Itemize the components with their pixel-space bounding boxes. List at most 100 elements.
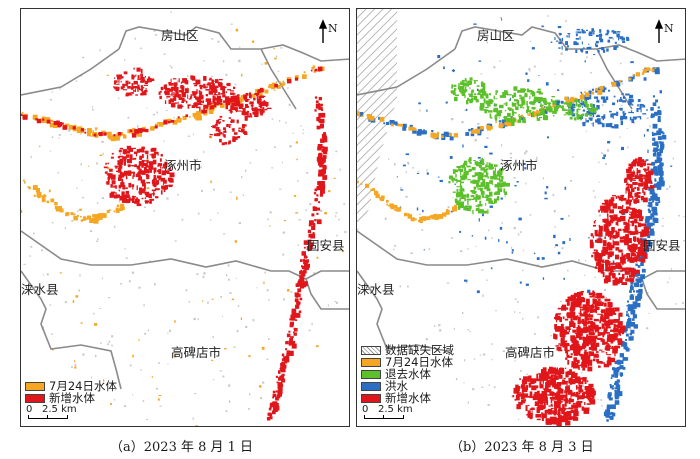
water-patch [432, 134, 438, 139]
water-patch [262, 381, 265, 384]
water-patch [570, 392, 575, 397]
water-patch [301, 272, 306, 277]
water-patch [93, 312, 95, 315]
water-patch [170, 174, 174, 176]
water-patch [607, 354, 612, 356]
water-patch [524, 167, 527, 170]
water-patch [152, 155, 155, 159]
water-patch [630, 281, 634, 285]
water-patch [473, 129, 477, 133]
water-patch [607, 149, 609, 152]
water-patch [606, 48, 609, 52]
water-patch [67, 123, 70, 126]
water-patch [620, 375, 623, 377]
water-patch [287, 87, 289, 89]
water-patch [497, 182, 501, 187]
water-patch [573, 362, 579, 369]
water-patch [458, 87, 461, 92]
water-patch [625, 278, 631, 282]
water-patch [513, 177, 516, 179]
water-patch [589, 114, 593, 117]
water-patch [511, 121, 515, 126]
water-patch [614, 307, 620, 312]
water-patch [533, 393, 537, 396]
water-patch [567, 113, 571, 116]
water-patch [635, 252, 638, 254]
water-patch [536, 118, 541, 121]
water-patch [58, 206, 62, 210]
water-patch [605, 297, 608, 300]
water-patch [616, 217, 621, 222]
water-patch [155, 387, 158, 390]
water-patch [73, 215, 78, 221]
water-patch [102, 152, 104, 155]
water-patch [594, 347, 597, 350]
water-patch [526, 101, 528, 106]
water-patch [525, 182, 527, 185]
water-patch [207, 301, 209, 304]
water-patch [602, 49, 605, 53]
water-patch [386, 203, 388, 206]
water-patch [88, 165, 89, 167]
water-patch [629, 184, 633, 189]
water-patch [614, 390, 616, 392]
water-patch [222, 375, 225, 378]
water-patch [262, 101, 267, 105]
water-patch [576, 392, 581, 395]
legend-item: 新增水体 [361, 391, 454, 405]
water-patch [273, 48, 275, 50]
water-patch [279, 367, 282, 370]
water-patch [640, 223, 647, 227]
water-patch [275, 81, 278, 84]
water-patch [30, 155, 32, 159]
water-patch [76, 187, 78, 189]
water-patch [158, 395, 162, 396]
water-patch [554, 334, 558, 340]
water-patch [588, 292, 593, 296]
water-patch [272, 393, 276, 398]
water-patch [487, 404, 490, 406]
water-patch [638, 231, 644, 234]
water-patch [510, 97, 512, 101]
water-patch [243, 124, 247, 127]
water-patch [289, 338, 293, 342]
water-patch [117, 168, 122, 173]
water-patch [21, 210, 23, 213]
water-patch [461, 79, 465, 82]
water-patch [604, 49, 606, 53]
water-patch [625, 188, 627, 194]
water-patch [139, 187, 143, 191]
water-patch [107, 167, 110, 170]
water-patch [657, 106, 660, 109]
water-patch [314, 219, 317, 222]
water-patch [144, 197, 146, 200]
water-patch [216, 119, 220, 124]
water-patch [512, 94, 514, 99]
water-patch [203, 111, 208, 116]
water-patch [316, 219, 322, 225]
water-patch [519, 116, 524, 121]
water-patch [193, 75, 196, 80]
water-patch [616, 262, 618, 266]
water-patch [536, 110, 539, 113]
water-patch [493, 386, 496, 389]
water-patch [518, 418, 520, 420]
water-patch [559, 412, 561, 414]
water-patch [238, 127, 241, 129]
water-patch [187, 75, 189, 77]
water-patch [166, 95, 171, 98]
water-patch [606, 228, 610, 234]
water-patch [153, 170, 155, 174]
water-patch [282, 231, 285, 234]
water-patch [648, 202, 650, 205]
water-patch [275, 390, 278, 393]
water-patch [209, 133, 211, 135]
water-patch [121, 178, 124, 184]
water-patch [251, 93, 256, 98]
water-patch [628, 320, 631, 323]
water-patch [170, 94, 175, 96]
water-patch [608, 319, 612, 322]
water-patch [559, 300, 562, 302]
water-patch [465, 108, 468, 111]
water-patch [655, 99, 658, 103]
